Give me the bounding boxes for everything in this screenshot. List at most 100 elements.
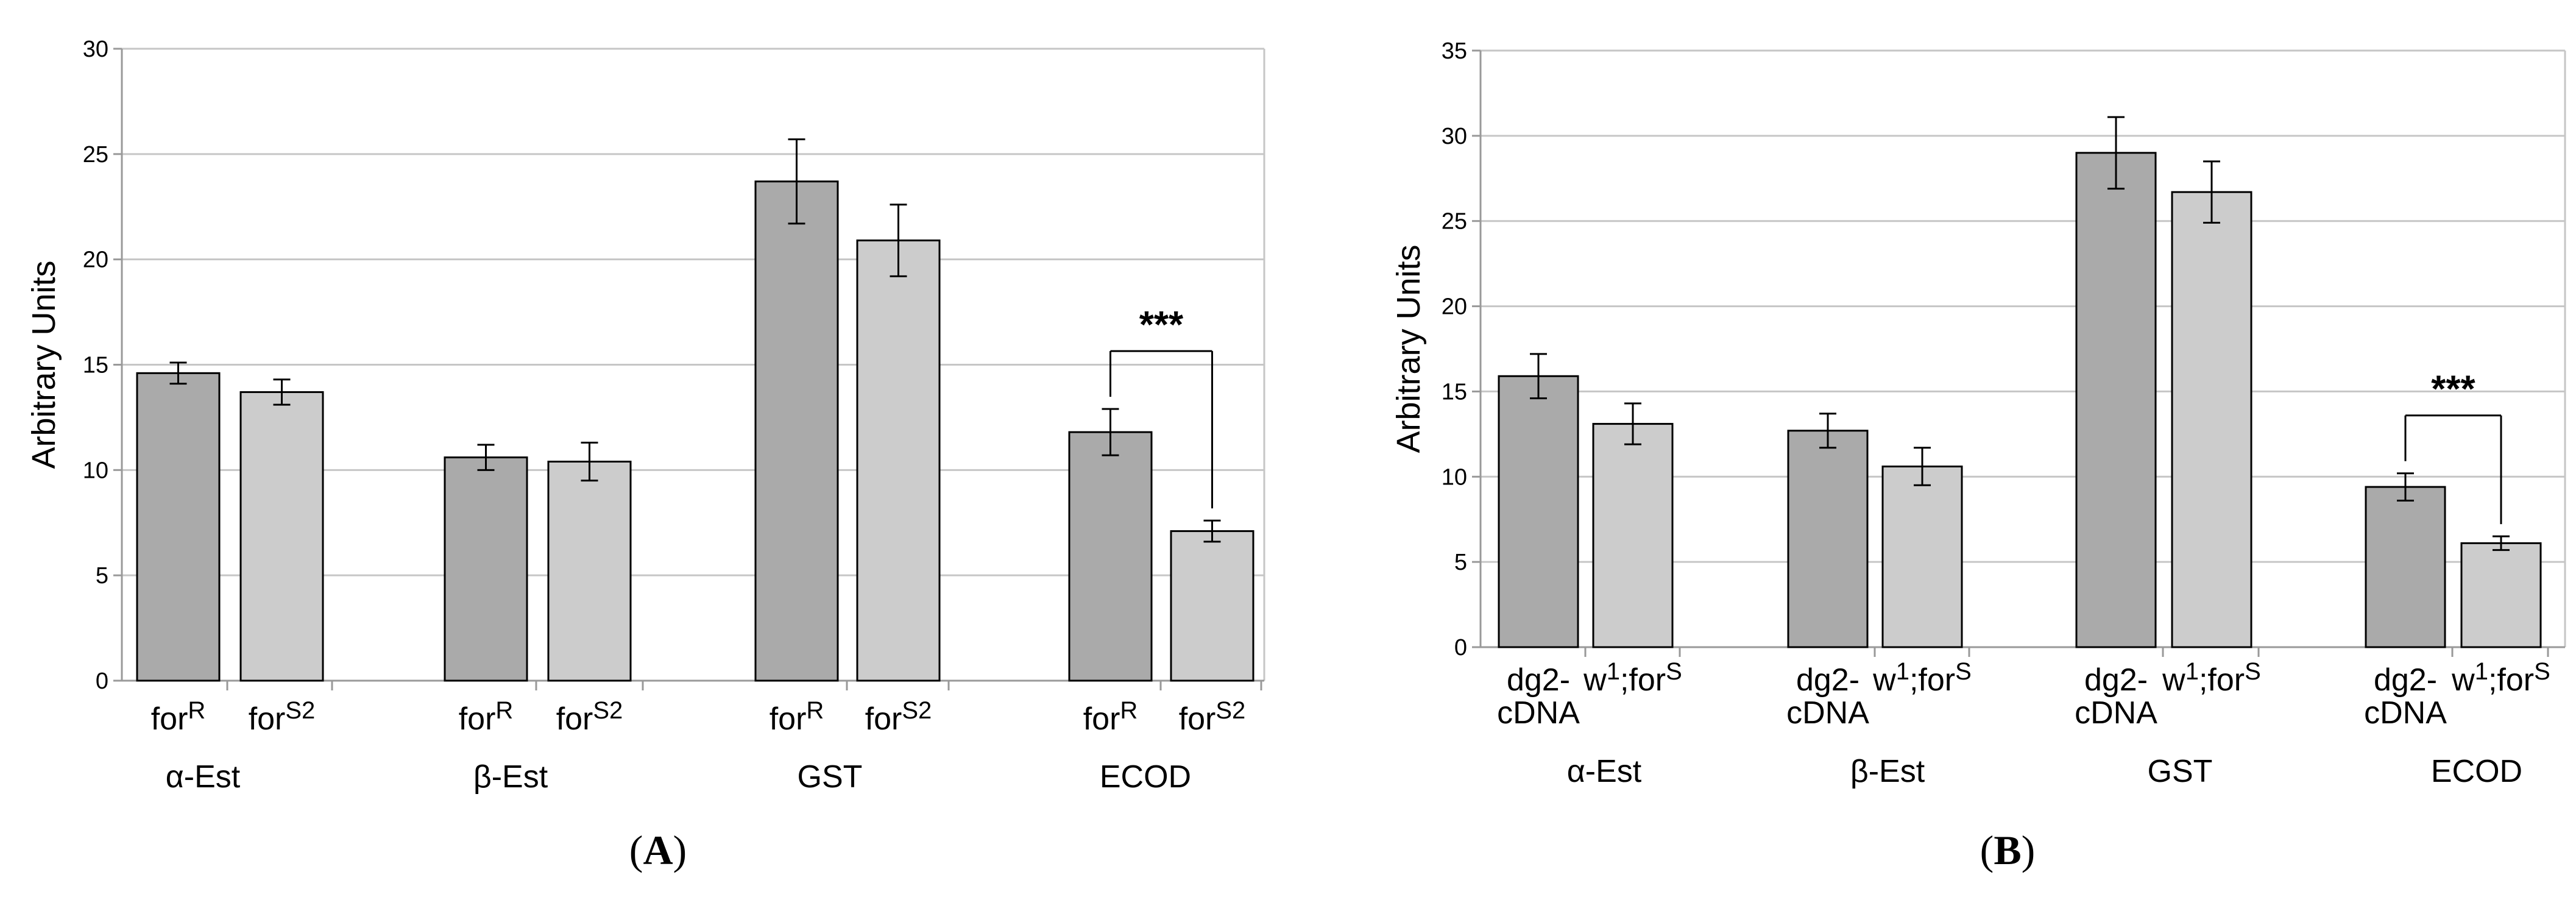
y-tick-label: 30 [1442,124,1467,149]
y-axis-label: Arbitrary Units [26,260,62,469]
label-base: for [151,701,188,737]
bar-ECOD-S2 [1170,530,1254,682]
bar-β-Est-dg2- [1787,430,1869,648]
x-tick-label: forR [459,697,514,737]
label-base: for [865,701,902,737]
label-base: for [556,701,593,737]
y-tick-label: 15 [1442,379,1467,405]
label-base: for [1083,701,1120,737]
label-sup: R [1120,697,1138,724]
label-sup: 1 [1896,658,1909,685]
x-tick-label: forR [151,697,206,737]
label-base: w [2451,662,2475,698]
bar-ECOD-R [1068,431,1153,682]
bar-ECOD-1 [2460,542,2542,648]
x-tick-label-line2: cDNA [1497,695,1580,731]
label-base: dg2- [2084,662,2148,698]
y-tick-label: 5 [96,563,108,589]
label-sup: R [495,697,513,724]
panel-paren-close: ) [2022,827,2036,873]
group-label: GST [2148,754,2213,789]
bar-GST-1 [2171,191,2252,648]
label-sup: R [806,697,824,724]
y-tick-label: 15 [83,353,108,378]
panel-letter: A [643,827,673,873]
label-sup: S2 [285,697,315,724]
label-sup2: S [2245,658,2261,685]
y-tick-label: 5 [1454,550,1467,575]
y-tick-label: 25 [1442,209,1467,235]
label-base: dg2- [2374,662,2437,698]
panel-paren-open: ( [629,827,643,873]
bar-GST-dg2- [2075,152,2157,648]
group-label: α-Est [166,759,241,795]
x-tick-label: w1;forS [2451,658,2550,698]
y-tick-label: 35 [1442,38,1467,64]
label-sup2: S [1666,658,1682,685]
label-base: w [2162,662,2185,698]
x-tick-label: dg2- [1507,662,1570,698]
x-tick-label: dg2- [1796,662,1859,698]
label-sup: S2 [593,697,623,724]
significance-label: *** [2431,369,2475,411]
group-label: β-Est [1850,754,1925,789]
label-base: w [1583,662,1607,698]
bar-α-Est-1 [1592,423,1674,648]
label-mid: ;for [1620,662,1666,698]
label-base: for [1179,701,1216,737]
panel-label: (B) [1980,827,2036,873]
y-tick-label: 10 [83,458,108,483]
bar-α-Est-dg2- [1498,375,1579,648]
label-sup: 1 [2475,658,2488,685]
label-sup: 1 [1607,658,1620,685]
label-sup: S2 [1215,697,1245,724]
x-tick-label-line2: cDNA [2075,695,2157,731]
x-tick-label-line2: cDNA [2364,695,2447,731]
y-tick-label: 0 [1454,635,1467,661]
x-tick-label: w1;forS [1583,658,1682,698]
x-tick-label: w1;forS [2162,658,2261,698]
label-base: for [459,701,496,737]
panel-label: (A) [629,827,687,873]
x-tick-label: forR [1083,697,1138,737]
label-sup: S2 [902,697,932,724]
y-tick-label: 20 [83,247,108,273]
x-tick-label-line2: cDNA [1786,695,1869,731]
bar-GST-S2 [856,239,941,682]
group-label: β-Est [473,759,548,795]
label-mid: ;for [2199,662,2245,698]
label-sup: 1 [2185,658,2199,685]
panel-paren-open: ( [1980,827,1994,873]
bar-β-Est-R [444,456,528,682]
panel-paren-close: ) [673,827,687,873]
label-mid: ;for [2488,662,2534,698]
x-tick-label: forR [770,697,824,737]
bar-ECOD-dg2- [2365,486,2446,648]
label-base: w [1872,662,1896,698]
label-base: dg2- [1796,662,1859,698]
x-tick-label: forS2 [249,697,316,737]
group-label: α-Est [1567,754,1642,789]
y-tick-label: 25 [83,142,108,168]
label-sup2: S [2534,658,2550,685]
x-tick-label: dg2- [2084,662,2148,698]
x-tick-label: dg2- [2374,662,2437,698]
bar-GST-R [754,180,839,682]
x-tick-label: forS2 [1179,697,1246,737]
group-label: ECOD [1100,759,1191,795]
group-label: ECOD [2431,754,2522,789]
label-base: for [249,701,286,737]
y-tick-label: 0 [96,668,108,694]
label-base: for [770,701,807,737]
x-tick-label: forS2 [556,697,623,737]
bar-β-Est-S2 [547,461,632,682]
y-axis-label: Arbitrary Units [1390,244,1427,453]
group-label: GST [798,759,863,795]
label-base: dg2- [1507,662,1570,698]
y-tick-label: 10 [1442,464,1467,490]
significance-label: *** [1139,304,1184,346]
y-tick-label: 20 [1442,294,1467,320]
x-tick-label: w1;forS [1872,658,1972,698]
